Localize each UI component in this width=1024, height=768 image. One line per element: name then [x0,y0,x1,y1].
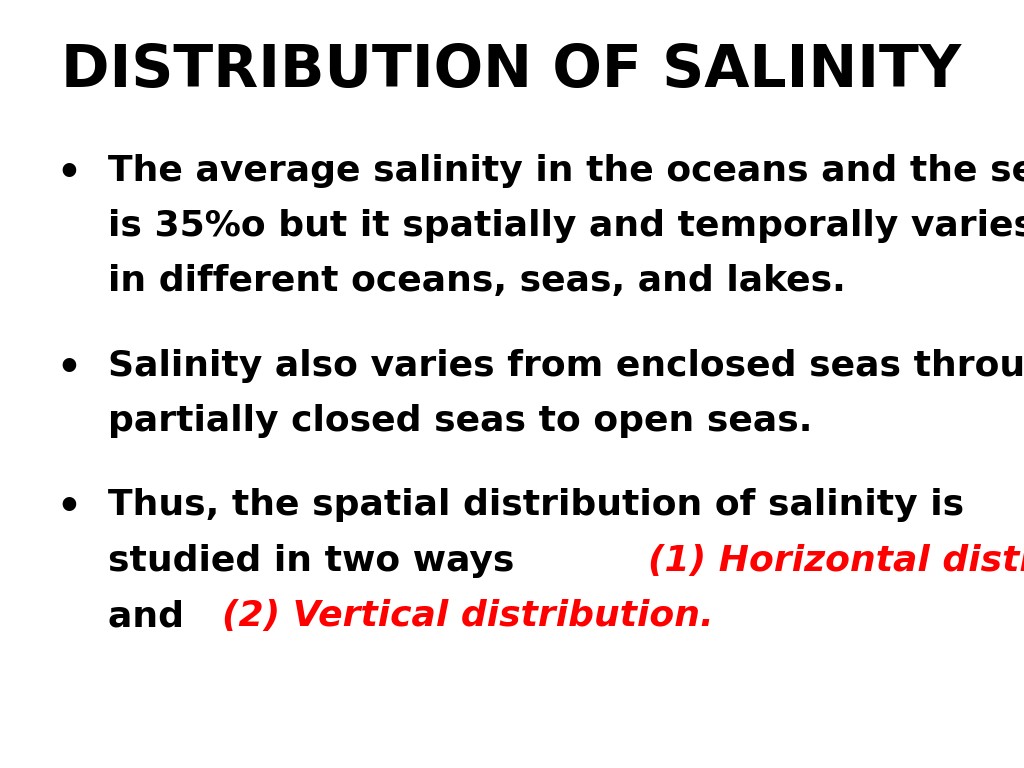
Text: in different oceans, seas, and lakes.: in different oceans, seas, and lakes. [108,264,845,298]
Text: DISTRIBUTION OF SALINITY: DISTRIBUTION OF SALINITY [61,42,962,99]
Text: is 35%o but it spatially and temporally varies: is 35%o but it spatially and temporally … [108,209,1024,243]
Text: Salinity also varies from enclosed seas through: Salinity also varies from enclosed seas … [108,349,1024,382]
Text: •: • [56,488,81,526]
Text: Thus, the spatial distribution of salinity is: Thus, the spatial distribution of salini… [108,488,964,522]
Text: •: • [56,154,81,191]
Text: partially closed seas to open seas.: partially closed seas to open seas. [108,404,812,438]
Text: •: • [56,349,81,386]
Text: and: and [108,599,197,633]
Text: (1) Horizontal distribution: (1) Horizontal distribution [648,544,1024,578]
Text: (2) Vertical distribution.: (2) Vertical distribution. [222,599,714,633]
Text: studied in two ways: studied in two ways [108,544,526,578]
Text: The average salinity in the oceans and the sea: The average salinity in the oceans and t… [108,154,1024,187]
